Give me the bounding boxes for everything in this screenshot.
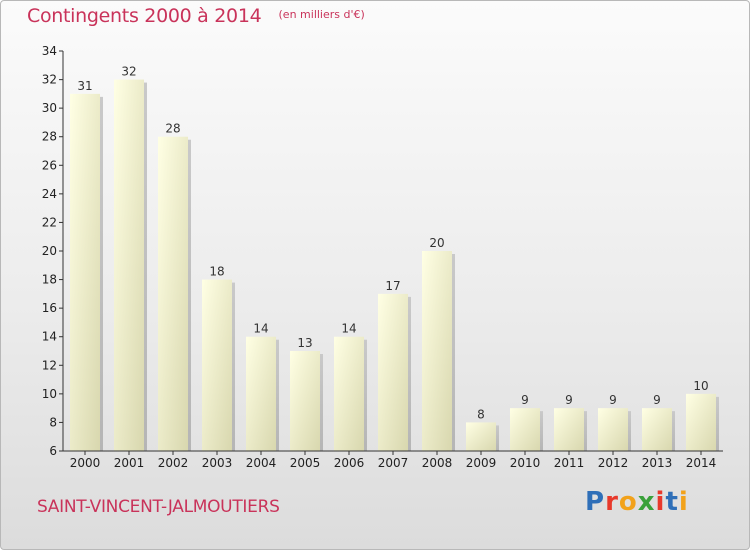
value-label: 14 [341,322,356,336]
bar [202,279,232,451]
x-tick-label: 2009 [466,456,497,470]
logo-letter: i [678,487,689,517]
x-tick-label: 2008 [422,456,453,470]
logo-letter: r [605,487,619,517]
logo-letter: P [585,487,606,517]
value-label: 20 [429,236,444,250]
y-tick-label: 20 [42,244,57,258]
title-row: Contingents 2000 à 2014 (en milliers d'€… [27,5,365,27]
x-tick-label: 2000 [70,456,101,470]
y-tick-label: 22 [42,215,57,229]
y-tick-label: 18 [42,273,57,287]
x-tick-label: 2012 [598,456,629,470]
y-tick-label: 12 [42,358,57,372]
y-tick-label: 8 [49,415,57,429]
bar [686,393,716,451]
value-label: 28 [165,122,180,136]
bar [466,422,496,451]
chart-subtitle: (en milliers d'€) [278,8,365,21]
chart-title: Contingents 2000 à 2014 [27,5,262,27]
logo-letter: i [655,487,666,517]
logo-letter: t [665,487,679,517]
y-tick-label: 28 [42,130,57,144]
value-label: 13 [297,336,312,350]
value-label: 9 [521,393,529,407]
bar [422,251,452,451]
x-tick-label: 2005 [290,456,321,470]
bar [334,336,364,451]
logo-letter: x [637,487,656,517]
y-tick-label: 24 [42,187,57,201]
bar [290,351,320,451]
commune-name: SAINT-VINCENT-JALMOUTIERS [37,497,280,517]
value-label: 9 [565,393,573,407]
bar [510,408,540,451]
value-label: 32 [121,65,136,79]
proxiti-logo: Proxiti [585,487,689,517]
y-tick-label: 16 [42,301,57,315]
x-tick-label: 2002 [158,456,189,470]
y-tick-label: 34 [42,44,57,58]
logo-letter: o [618,487,638,517]
x-tick-label: 2007 [378,456,409,470]
bar [158,136,188,451]
bar [598,408,628,451]
x-tick-label: 2006 [334,456,365,470]
value-label: 10 [693,379,708,393]
bar [70,93,100,451]
bar [554,408,584,451]
x-tick-label: 2010 [510,456,541,470]
axes-layer: 2000 2001 2002 2003 2004 2005 2006 2007 2008 2009… [42,44,723,470]
y-tick-label: 30 [42,101,57,115]
y-tick-label: 14 [42,330,57,344]
x-tick-label: 2004 [246,456,277,470]
value-label: 9 [609,393,617,407]
bar [378,293,408,451]
x-tick-label: 2014 [686,456,717,470]
bar [642,408,672,451]
x-tick-label: 2011 [554,456,585,470]
value-label: 17 [385,279,400,293]
bar [114,79,144,452]
value-label: 14 [253,322,268,336]
x-tick-label: 2001 [114,456,145,470]
y-tick-label: 26 [42,158,57,172]
value-label: 31 [77,79,92,93]
x-tick-label: 2003 [202,456,233,470]
value-label: 18 [209,265,224,279]
value-label: 9 [653,393,661,407]
y-tick-label: 32 [42,73,57,87]
bars-layer: 31 32 28 18 14 13 14 17 20 8 9 9 9 9 10 [70,65,719,452]
value-label: 8 [477,407,485,421]
y-tick-label: 10 [42,387,57,401]
bar [246,336,276,451]
x-tick-label: 2013 [642,456,673,470]
y-tick-label: 6 [49,444,57,458]
